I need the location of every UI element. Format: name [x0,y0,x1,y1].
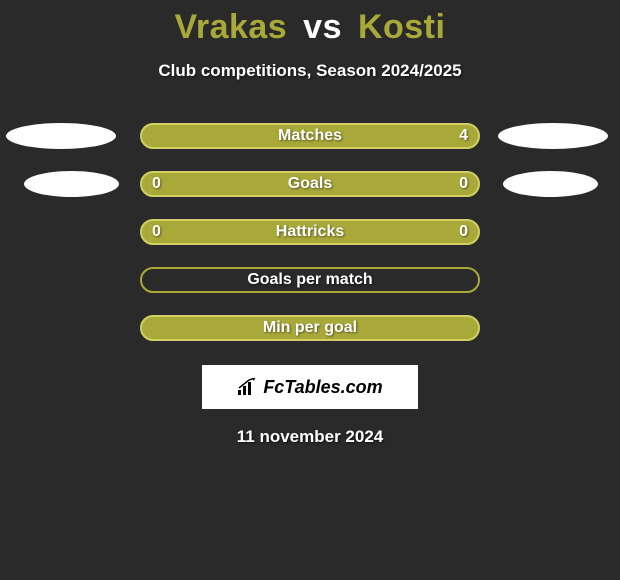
chart-icon [237,378,259,396]
stat-label: Matches [278,127,342,145]
player2-shape-icon [498,123,608,149]
stat-row-min-per-goal: Min per goal [0,315,620,341]
stat-bar: Matches 4 [140,123,480,149]
subtitle: Club competitions, Season 2024/2025 [0,61,620,81]
stat-right-value: 0 [459,175,468,193]
comparison-card: Vrakas vs Kosti Club competitions, Seaso… [0,0,620,447]
stat-label: Goals [288,175,332,193]
stat-row-goals-per-match: Goals per match [0,267,620,293]
stat-left-value: 0 [152,223,161,241]
stat-label: Min per goal [263,319,357,337]
stat-left-value: 0 [152,175,161,193]
player1-shape-icon [24,171,119,197]
date-label: 11 november 2024 [0,427,620,447]
stat-bar: 0 Hattricks 0 [140,219,480,245]
logo-text: FcTables.com [263,377,382,398]
stat-label: Goals per match [247,271,372,289]
player1-name: Vrakas [175,8,288,46]
stat-right-value: 0 [459,223,468,241]
page-title: Vrakas vs Kosti [0,8,620,47]
player1-shape-icon [6,123,116,149]
stat-right-value: 4 [459,127,468,145]
source-logo: FcTables.com [202,365,418,409]
vs-text: vs [303,8,342,46]
stat-row-hattricks: 0 Hattricks 0 [0,219,620,245]
stats-list: Matches 4 0 Goals 0 0 Hattricks 0 [0,123,620,341]
stat-bar: 0 Goals 0 [140,171,480,197]
player2-shape-icon [503,171,598,197]
stat-bar: Min per goal [140,315,480,341]
player2-name: Kosti [358,8,446,46]
stat-row-matches: Matches 4 [0,123,620,149]
stat-bar: Goals per match [140,267,480,293]
stat-label: Hattricks [276,223,344,241]
stat-row-goals: 0 Goals 0 [0,171,620,197]
